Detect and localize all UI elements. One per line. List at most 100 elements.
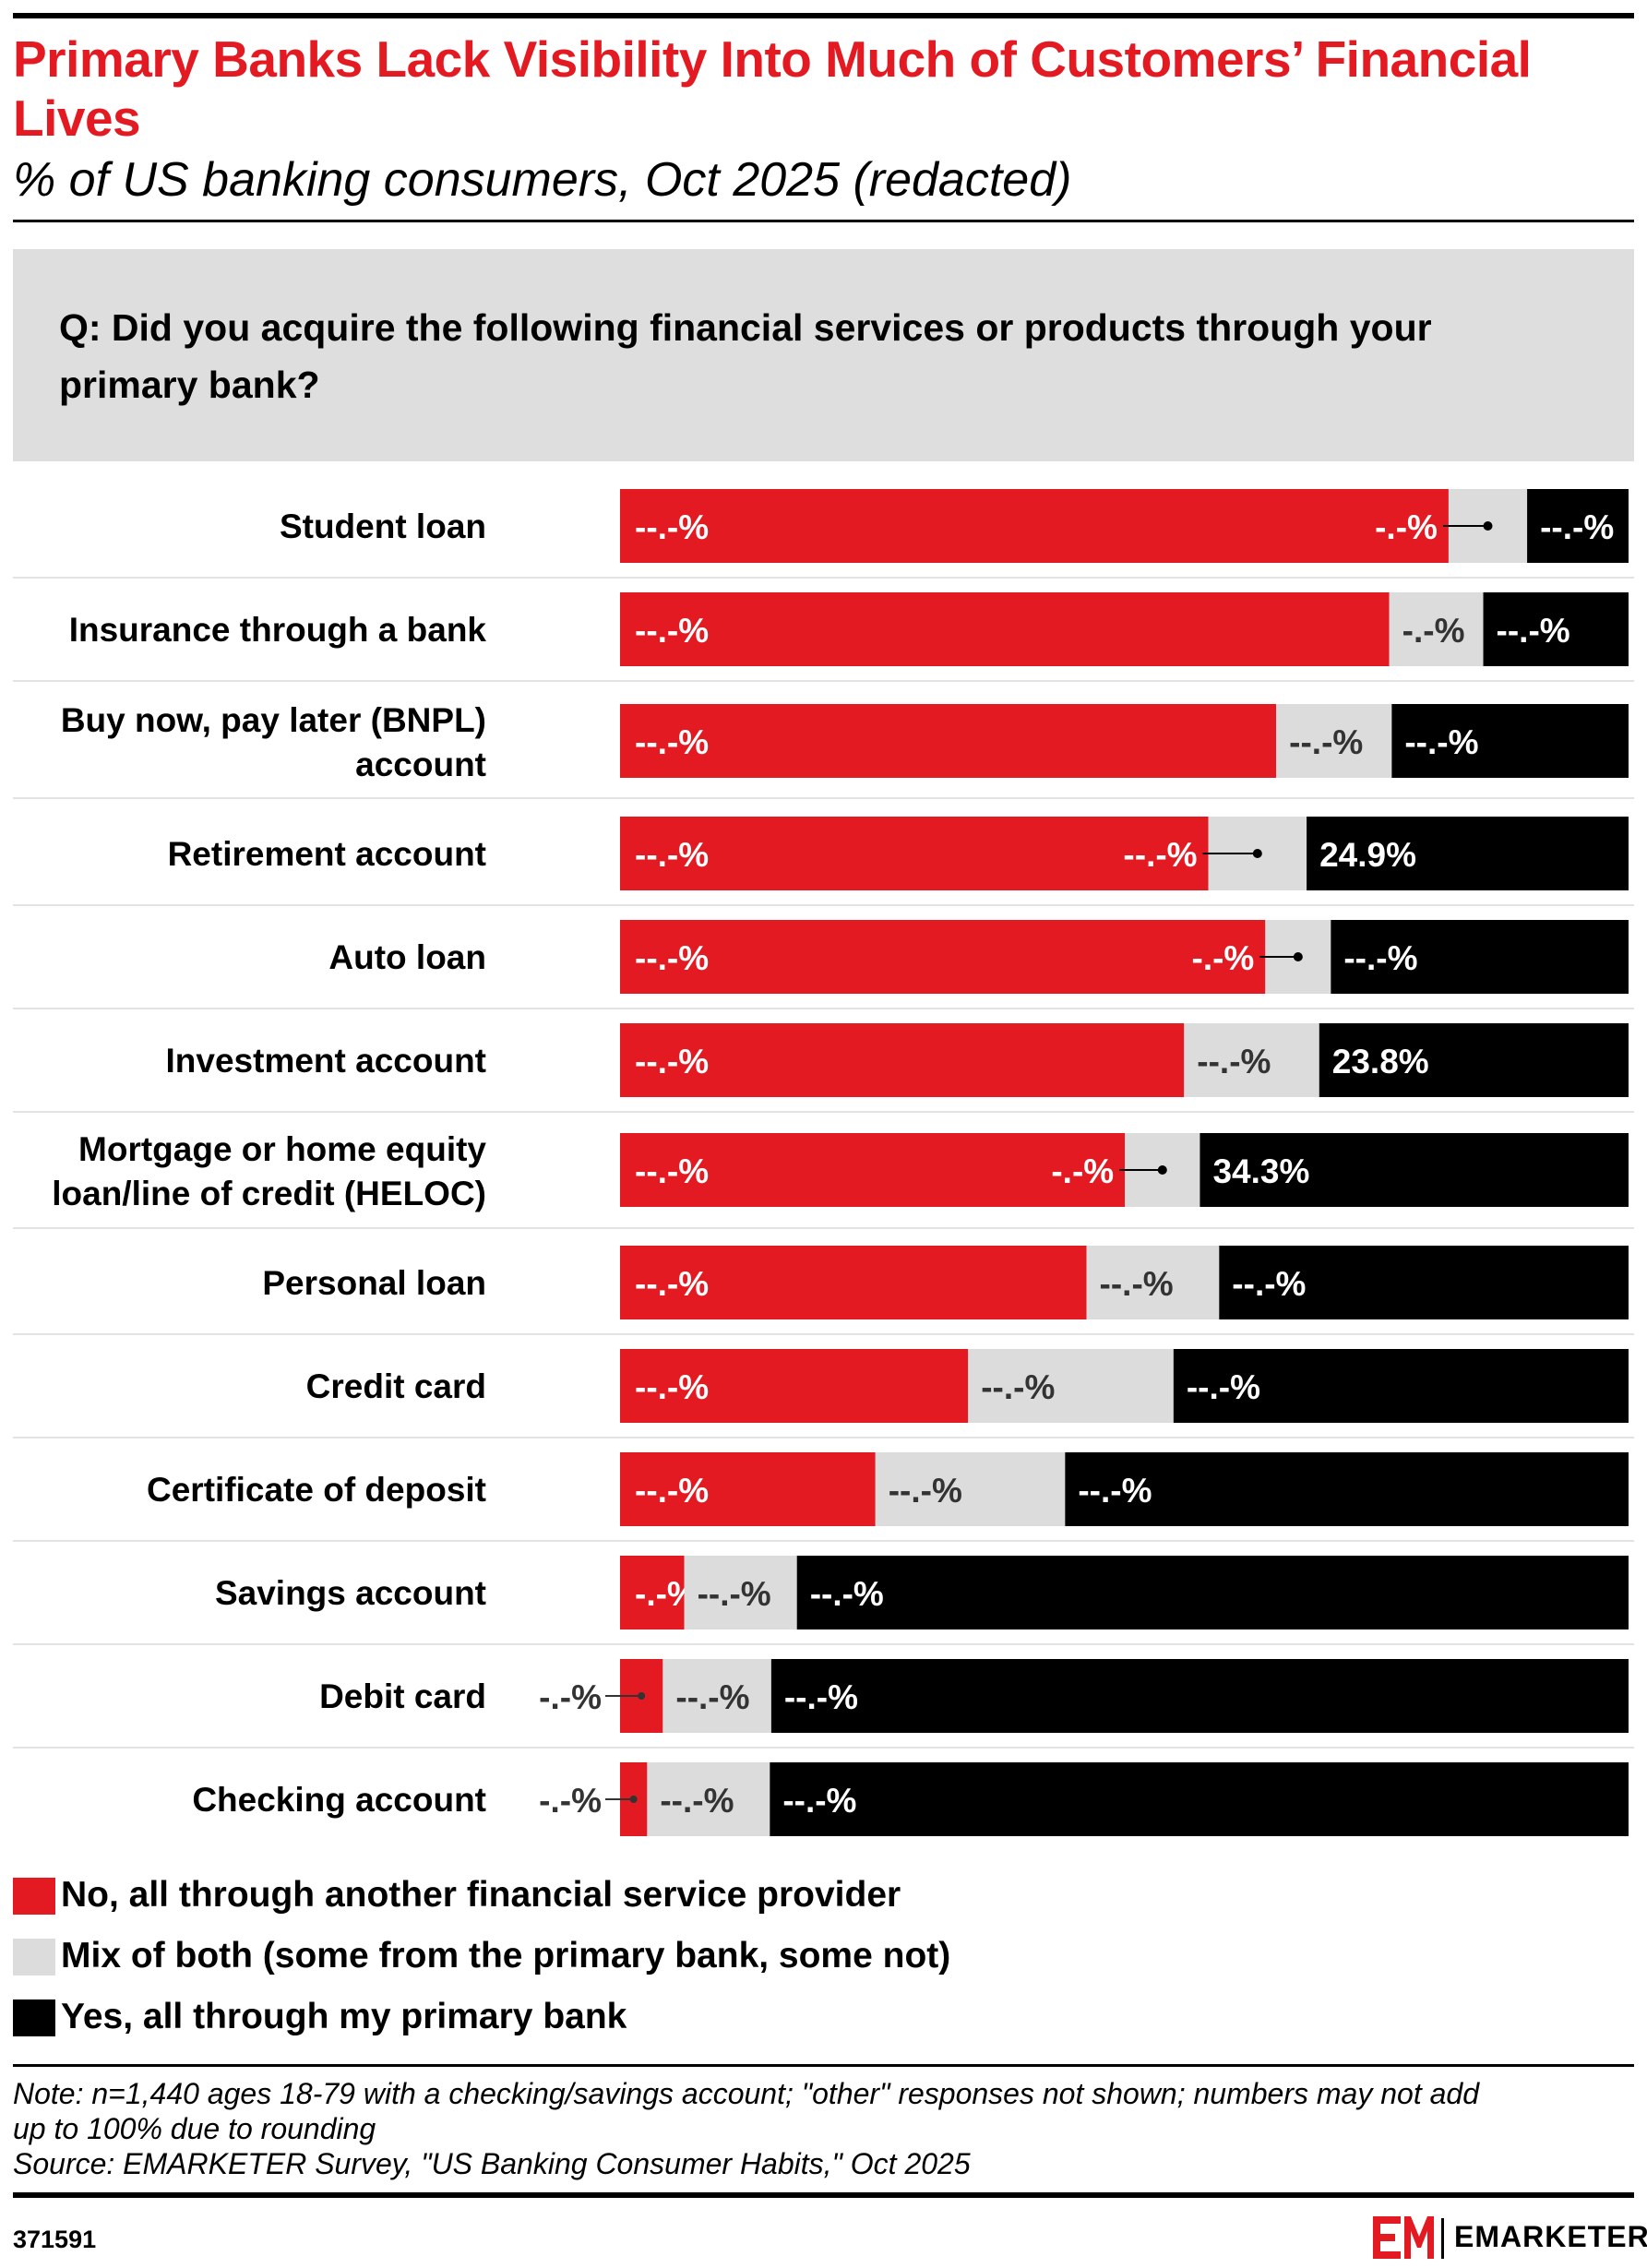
data-label: --.-% [660, 1782, 734, 1820]
bar-segment [684, 1556, 797, 1629]
category-label: Certificate of deposit [147, 1471, 486, 1509]
legend-swatch-black [13, 1999, 55, 2036]
data-label: -.-% [1375, 508, 1438, 546]
bar-segment [770, 1762, 1629, 1836]
bar-segment [620, 1023, 1185, 1097]
category-label: Student loan [280, 507, 486, 545]
bar-segment [620, 920, 1266, 994]
category-label: Investment account [166, 1042, 486, 1080]
data-label: 34.3% [1212, 1152, 1309, 1190]
note-line: up to 100% due to rounding [13, 2112, 376, 2145]
survey-question: Q: Did you acquire the following financi… [59, 306, 1432, 406]
stacked-bar-chart: Student loan --.-% -.-% --.-% Insurance thro… [13, 489, 1634, 1836]
top-rule [13, 13, 1634, 18]
data-label: --.-% [810, 1575, 884, 1613]
legend-label: No, all through another financial servic… [61, 1875, 901, 1915]
data-label: --.-% [1123, 836, 1197, 874]
legend-item-no: No, all through another financial servic… [13, 1872, 1120, 1918]
bar-segment [620, 704, 1277, 778]
bar-segment [620, 1452, 876, 1526]
bar-segment [620, 592, 1390, 666]
brand-name: EMARKETER [1454, 2220, 1647, 2253]
data-label: --.-% [635, 1368, 709, 1406]
leader-dot [1252, 849, 1262, 858]
data-label: --.-% [1197, 1043, 1271, 1080]
note-rule [13, 2064, 1634, 2067]
bar-segment [1219, 1246, 1629, 1319]
data-label: -.-% [1051, 1152, 1114, 1190]
data-label: --.-% [675, 1678, 749, 1716]
bar-segment [1065, 1452, 1629, 1526]
bar-segment [1276, 704, 1392, 778]
bar-segment [1331, 920, 1629, 994]
category-label: Savings account [215, 1574, 486, 1612]
category-label: Auto loan [328, 938, 486, 976]
legend-label: Yes, all through my primary bank [61, 1997, 627, 2036]
data-label: -.-% [1402, 612, 1465, 650]
chart-note: Note: n=1,440 ages 18-79 with a checking… [13, 2076, 1628, 2181]
bar-segment [1389, 592, 1484, 666]
data-label: -.-% [1192, 939, 1255, 977]
source-line: Source: EMARKETER Survey, "US Banking Co… [13, 2147, 971, 2180]
bar-segment [620, 1246, 1087, 1319]
data-label: -.-% [539, 1678, 602, 1716]
bar-segment [1184, 1023, 1319, 1097]
leader-dot [1293, 952, 1303, 961]
category-label: Buy now, pay later (BNPL) account [61, 701, 486, 783]
data-label: --.-% [1187, 1368, 1260, 1406]
bar-segment [620, 817, 1209, 890]
category-label: Personal loan [262, 1264, 486, 1302]
category-label: Checking account [192, 1781, 486, 1819]
legend-item-yes: Yes, all through my primary bank [13, 1994, 1120, 2040]
data-label: --.-% [1540, 508, 1614, 546]
footer-rule [13, 2192, 1634, 2198]
data-label: --.-% [635, 508, 709, 546]
data-label: --.-% [635, 939, 709, 977]
data-label: --.-% [635, 1472, 709, 1510]
logo-separator [1441, 2218, 1444, 2259]
subtitle-rule [13, 220, 1634, 222]
category-label: Mortgage or home equity loan/line of cred… [52, 1130, 486, 1212]
bar-segment [1527, 489, 1629, 563]
legend-swatch-red [13, 1878, 55, 1915]
data-label: --.-% [1100, 1265, 1174, 1303]
data-label: --.-% [1289, 723, 1363, 761]
data-label: --.-% [782, 1782, 856, 1820]
data-label: --.-% [635, 1152, 709, 1190]
emarketer-logo: EMARKETER [1373, 2214, 1647, 2261]
bar-segment [647, 1762, 770, 1836]
bar-segment [1307, 817, 1629, 890]
bar-segment [620, 489, 1449, 563]
bar-segment [770, 1659, 1629, 1733]
category-label: Credit card [306, 1367, 486, 1405]
bar-segment [662, 1659, 771, 1733]
question-box: Q: Did you acquire the following financi… [13, 249, 1634, 461]
data-label: --.-% [635, 612, 709, 650]
data-label: --.-% [635, 836, 709, 874]
leader-dot [638, 1692, 646, 1700]
bar-segment [1086, 1246, 1220, 1319]
category-label: Debit card [319, 1677, 486, 1715]
data-label: -.-% [539, 1782, 602, 1820]
legend-label: Mix of both (some from the primary bank,… [61, 1936, 951, 1976]
bar-segment [1173, 1349, 1629, 1423]
data-label: --.-% [1232, 1265, 1306, 1303]
data-label: --.-% [1078, 1472, 1152, 1510]
category-label: Insurance through a bank [69, 611, 487, 649]
data-label: --.-% [698, 1575, 771, 1613]
leader-dot [629, 1796, 638, 1803]
bar-segment [620, 1133, 1126, 1207]
data-label: 24.9% [1319, 836, 1416, 874]
bar-segment [968, 1349, 1174, 1423]
bar-segment [1319, 1023, 1629, 1097]
bar-segment [875, 1452, 1066, 1526]
chart-title: Primary Banks Lack Visibility Into Much … [13, 30, 1532, 147]
category-label: Retirement account [168, 835, 486, 873]
data-label: --.-% [635, 723, 709, 761]
chart-subtitle: % of US banking consumers, Oct 2025 (red… [13, 153, 1072, 207]
chart-id: 371591 [13, 2226, 97, 2253]
bar-segment [1199, 1133, 1629, 1207]
data-label: --.-% [635, 1043, 709, 1080]
bar-segment [1391, 704, 1629, 778]
data-label: --.-% [981, 1368, 1055, 1406]
